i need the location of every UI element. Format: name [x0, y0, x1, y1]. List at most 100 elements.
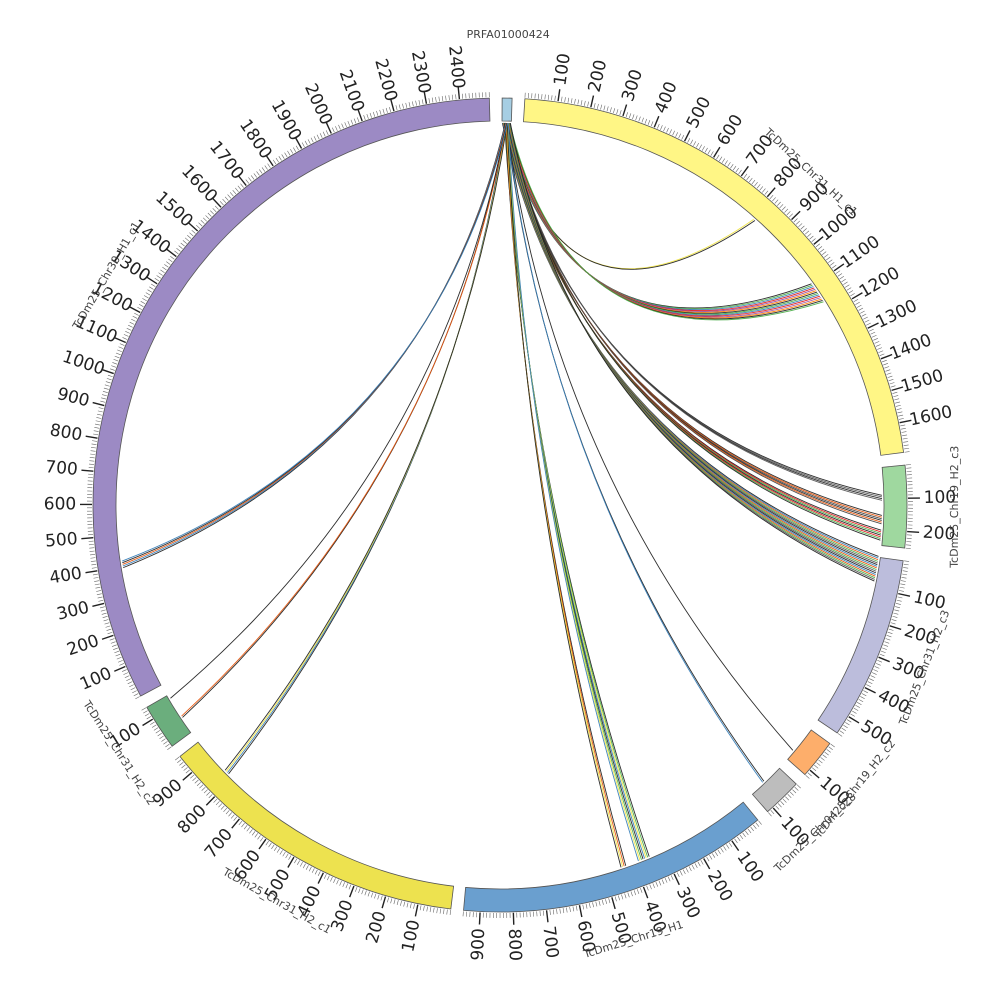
- major-tick: [85, 570, 98, 574]
- minor-tick: [839, 730, 845, 734]
- minor-tick: [855, 704, 861, 708]
- minor-tick: [852, 710, 857, 714]
- minor-tick: [619, 110, 622, 116]
- minor-tick: [292, 147, 297, 152]
- minor-tick: [96, 417, 102, 419]
- link-tcdm25-chr19-h1: [506, 123, 622, 868]
- minor-tick: [431, 97, 434, 103]
- minor-tick: [883, 644, 889, 647]
- segment-tcdm25-chr19-h1: [463, 801, 759, 913]
- link-tcdm25-chr19-h1: [506, 123, 642, 860]
- minor-tick: [638, 116, 641, 122]
- minor-tick: [284, 152, 288, 158]
- minor-tick: [158, 272, 163, 276]
- minor-tick: [762, 188, 766, 193]
- minor-tick: [904, 451, 910, 453]
- minor-tick: [727, 162, 731, 167]
- minor-tick: [743, 173, 748, 179]
- minor-tick: [332, 127, 335, 133]
- minor-tick: [261, 167, 266, 172]
- tick-label: 300: [672, 884, 704, 922]
- minor-tick: [901, 576, 907, 579]
- minor-tick: [372, 111, 376, 117]
- major-tick: [92, 401, 105, 407]
- tick-label: 1600: [908, 402, 954, 430]
- minor-tick: [850, 713, 855, 717]
- minor-tick: [845, 722, 850, 726]
- minor-tick: [569, 906, 571, 912]
- minor-tick: [412, 101, 414, 107]
- major-tick: [848, 716, 860, 724]
- tick-label: 200: [362, 909, 390, 946]
- minor-tick: [863, 316, 868, 320]
- minor-tick: [94, 583, 100, 586]
- minor-tick: [228, 812, 233, 817]
- minor-tick: [237, 185, 242, 190]
- minor-tick: [389, 107, 392, 112]
- minor-tick: [118, 346, 124, 349]
- segment-tcdm25-chr19-h2-c2: [787, 729, 831, 776]
- minor-tick: [899, 586, 905, 589]
- tick-label: 400: [48, 563, 83, 588]
- tick-label: 2200: [370, 57, 401, 104]
- minor-tick: [314, 869, 318, 875]
- tick-label: 1300: [873, 296, 921, 333]
- minor-tick: [400, 900, 402, 906]
- minor-tick: [441, 96, 444, 102]
- minor-tick: [883, 363, 889, 366]
- minor-tick: [436, 908, 438, 914]
- minor-tick: [601, 899, 604, 905]
- minor-tick: [131, 318, 136, 322]
- minor-tick: [770, 810, 775, 815]
- minor-tick: [250, 175, 255, 180]
- minor-tick: [670, 875, 674, 881]
- segment-tcdm25-chr31-h2-c3: [817, 557, 904, 734]
- major-tick: [102, 369, 114, 375]
- major-tick: [791, 210, 801, 221]
- minor-tick: [246, 827, 251, 832]
- minor-tick: [903, 441, 909, 443]
- minor-tick: [819, 248, 825, 253]
- minor-tick: [780, 801, 785, 806]
- minor-tick: [91, 563, 97, 566]
- minor-tick: [445, 95, 447, 101]
- minor-tick: [278, 156, 282, 161]
- minor-tick: [95, 420, 101, 423]
- major-tick: [713, 146, 721, 158]
- segment-label-tcdm25-chr31-h2-c2: TcDm25_Chr31_H2_c2: [80, 697, 158, 807]
- minor-tick: [208, 794, 213, 799]
- minor-tick: [90, 450, 96, 452]
- minor-tick: [891, 619, 897, 622]
- major-tick: [238, 175, 247, 186]
- minor-tick: [317, 871, 321, 876]
- minor-tick: [167, 746, 172, 751]
- major-tick: [212, 198, 222, 208]
- minor-tick: [357, 117, 360, 123]
- minor-tick: [874, 666, 880, 669]
- minor-tick: [153, 727, 159, 731]
- minor-tick: [345, 883, 349, 889]
- minor-tick: [133, 693, 139, 697]
- minor-tick: [853, 707, 859, 711]
- major-tick: [231, 818, 240, 829]
- minor-tick: [712, 853, 716, 858]
- minor-tick: [593, 103, 596, 109]
- minor-tick: [863, 690, 868, 694]
- minor-tick: [254, 833, 259, 838]
- minor-tick: [151, 724, 157, 728]
- minor-tick: [105, 625, 111, 628]
- minor-tick: [902, 570, 908, 572]
- tick-label: 2400: [444, 45, 468, 90]
- minor-tick: [96, 593, 102, 596]
- tick-label: 500: [44, 529, 78, 552]
- minor-tick: [273, 846, 278, 851]
- minor-tick: [146, 716, 152, 720]
- minor-tick: [160, 269, 165, 273]
- minor-tick: [640, 887, 643, 893]
- minor-tick: [904, 447, 910, 450]
- minor-tick: [700, 860, 704, 865]
- minor-tick: [415, 100, 417, 106]
- minor-tick: [896, 599, 902, 602]
- minor-tick: [782, 798, 787, 803]
- minor-tick: [307, 139, 311, 144]
